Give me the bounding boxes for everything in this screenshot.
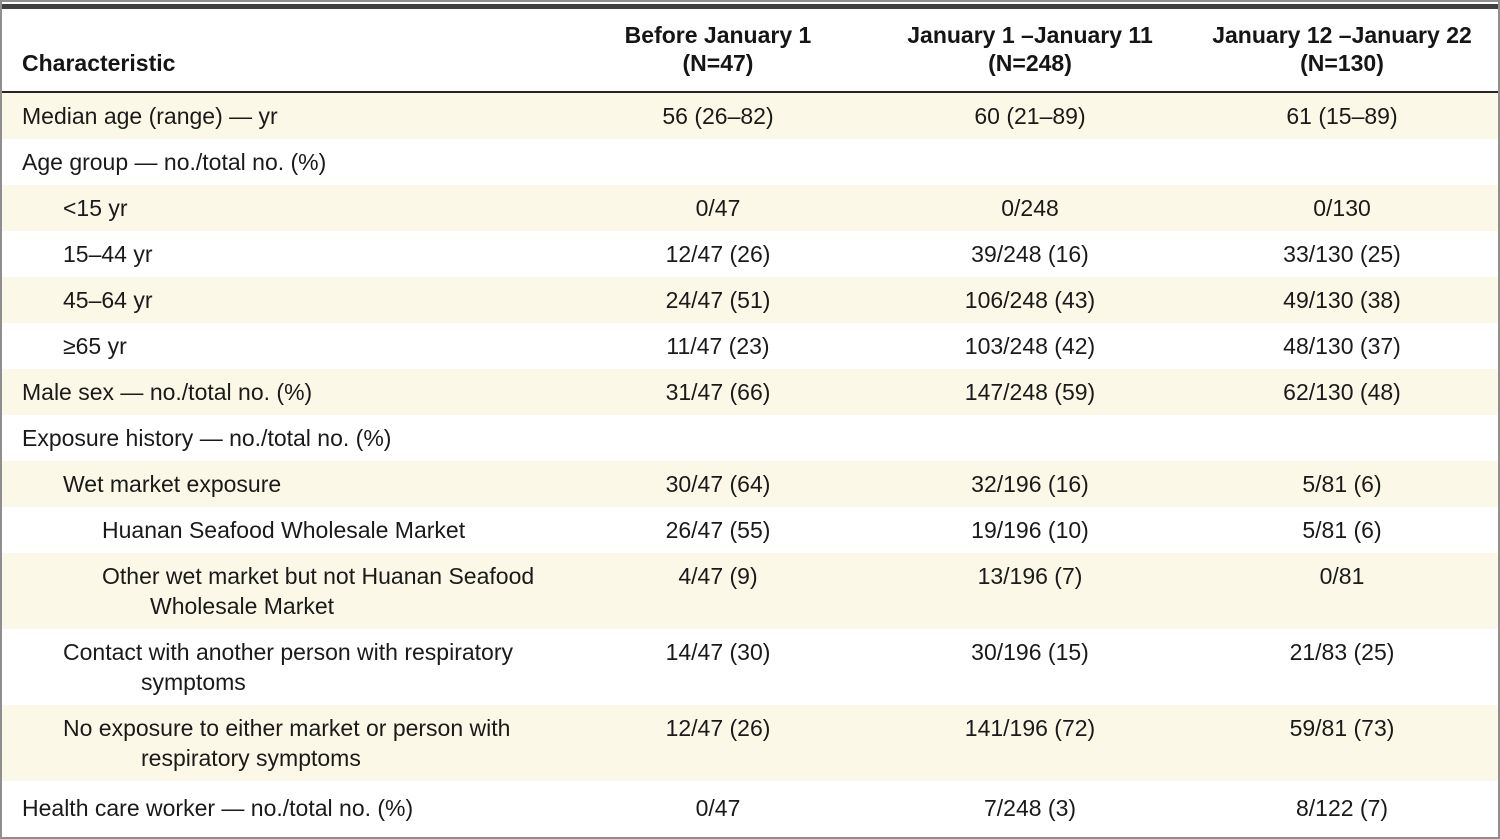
value-cell (1186, 139, 1498, 185)
section-row-label: Exposure history — no./total no. (%) (22, 425, 392, 451)
value-cell (562, 415, 874, 461)
row-label: Wet market exposure (63, 471, 282, 497)
row-label: Health care worker — no./total no. (%) (22, 795, 414, 821)
value-cell: 24/47 (51) (665, 287, 771, 313)
value-cell: 60 (21–89) (974, 103, 1086, 129)
value-cell: 0/47 (695, 195, 741, 221)
row-label: Huanan Seafood Wholesale Market (102, 517, 466, 543)
table-rule-frame: Characteristic Before January 1 (N=47) J… (2, 4, 1498, 837)
value-cell: 0/130 (1313, 195, 1371, 221)
value-cell: 32/196 (16) (971, 471, 1089, 497)
value-cell (874, 139, 1186, 185)
value-cell: 59/81 (73) (1289, 715, 1395, 741)
row-label: Contact with another person with respira… (63, 639, 513, 695)
value-cell: 48/130 (37) (1283, 333, 1401, 359)
value-cell: 14/47 (30) (665, 639, 771, 665)
value-cell: 5/81 (6) (1302, 517, 1382, 543)
value-cell: 0/81 (1319, 563, 1365, 589)
value-cell: 147/248 (59) (964, 379, 1096, 405)
value-cell: 62/130 (48) (1283, 379, 1401, 405)
row-label: Other wet market but not Huanan Seafood … (102, 563, 535, 619)
value-cell: 33/130 (25) (1283, 241, 1401, 267)
value-cell: 61 (15–89) (1286, 103, 1398, 129)
table-row: ≥65 yr 11/47 (23) 103/248 (42) 48/130 (3… (2, 323, 1498, 369)
column-header-jan1-jan11: January 1 –January 11 (N=248) (874, 9, 1186, 93)
value-cell: 0/248 (1001, 195, 1059, 221)
column-header-jan12-jan22: January 12 –January 22 (N=130) (1186, 9, 1498, 93)
value-cell: 4/47 (9) (678, 563, 758, 589)
value-cell: 49/130 (38) (1283, 287, 1401, 313)
value-cell: 56 (26–82) (662, 103, 774, 129)
row-label: Male sex — no./total no. (%) (22, 379, 313, 405)
value-cell: 7/248 (3) (983, 795, 1077, 821)
characteristics-table: Characteristic Before January 1 (N=47) J… (2, 9, 1498, 837)
value-cell: 103/248 (42) (964, 333, 1096, 359)
table-row: <15 yr 0/47 0/248 0/130 (2, 185, 1498, 231)
column-header-label: Before January 1 (624, 22, 812, 48)
column-header-n: (N=130) (1300, 50, 1384, 76)
table-header-row: Characteristic Before January 1 (N=47) J… (2, 9, 1498, 93)
table-row-section: Exposure history — no./total no. (%) (2, 415, 1498, 461)
row-label: <15 yr (63, 195, 128, 221)
table-row: Male sex — no./total no. (%) 31/47 (66) … (2, 369, 1498, 415)
table-row: Other wet market but not Huanan Seafood … (2, 553, 1498, 629)
section-row-label: Age group — no./total no. (%) (22, 149, 327, 175)
value-cell: 30/196 (15) (971, 639, 1089, 665)
row-label: Median age (range) — yr (22, 103, 278, 129)
table-row: Wet market exposure 30/47 (64) 32/196 (1… (2, 461, 1498, 507)
table-row-section: Age group — no./total no. (%) (2, 139, 1498, 185)
table-row: Contact with another person with respira… (2, 629, 1498, 705)
value-cell: 19/196 (10) (971, 517, 1089, 543)
column-header-before-jan1: Before January 1 (N=47) (562, 9, 874, 93)
column-header-label: January 1 –January 11 (907, 22, 1153, 48)
table-row: 45–64 yr 24/47 (51) 106/248 (43) 49/130 … (2, 277, 1498, 323)
value-cell: 39/248 (16) (971, 241, 1089, 267)
value-cell: 106/248 (43) (964, 287, 1096, 313)
table-row: Health care worker — no./total no. (%) 0… (2, 781, 1498, 837)
value-cell (562, 139, 874, 185)
value-cell: 8/122 (7) (1295, 795, 1389, 821)
value-cell (1186, 415, 1498, 461)
value-cell: 30/47 (64) (665, 471, 771, 497)
value-cell: 31/47 (66) (665, 379, 771, 405)
column-header-characteristic: Characteristic (2, 9, 562, 93)
value-cell: 21/83 (25) (1289, 639, 1395, 665)
table-row: Median age (range) — yr 56 (26–82) 60 (2… (2, 92, 1498, 139)
value-cell: 0/47 (695, 795, 741, 821)
column-header-n: (N=47) (682, 50, 754, 76)
value-cell: 12/47 (26) (665, 715, 771, 741)
row-label: 45–64 yr (63, 287, 153, 313)
value-cell: 5/81 (6) (1302, 471, 1382, 497)
value-cell: 13/196 (7) (977, 563, 1083, 589)
value-cell: 26/47 (55) (665, 517, 771, 543)
column-header-n: (N=248) (988, 50, 1072, 76)
row-label: 15–44 yr (63, 241, 153, 267)
value-cell (874, 415, 1186, 461)
value-cell: 141/196 (72) (964, 715, 1096, 741)
table-row: Huanan Seafood Wholesale Market 26/47 (5… (2, 507, 1498, 553)
row-label: ≥65 yr (63, 333, 127, 359)
value-cell: 11/47 (23) (666, 333, 770, 359)
value-cell: 12/47 (26) (665, 241, 771, 267)
row-label: No exposure to either market or person w… (63, 715, 511, 771)
table-row: 15–44 yr 12/47 (26) 39/248 (16) 33/130 (… (2, 231, 1498, 277)
column-header-label: January 12 –January 22 (1212, 22, 1472, 48)
table-row: No exposure to either market or person w… (2, 705, 1498, 781)
